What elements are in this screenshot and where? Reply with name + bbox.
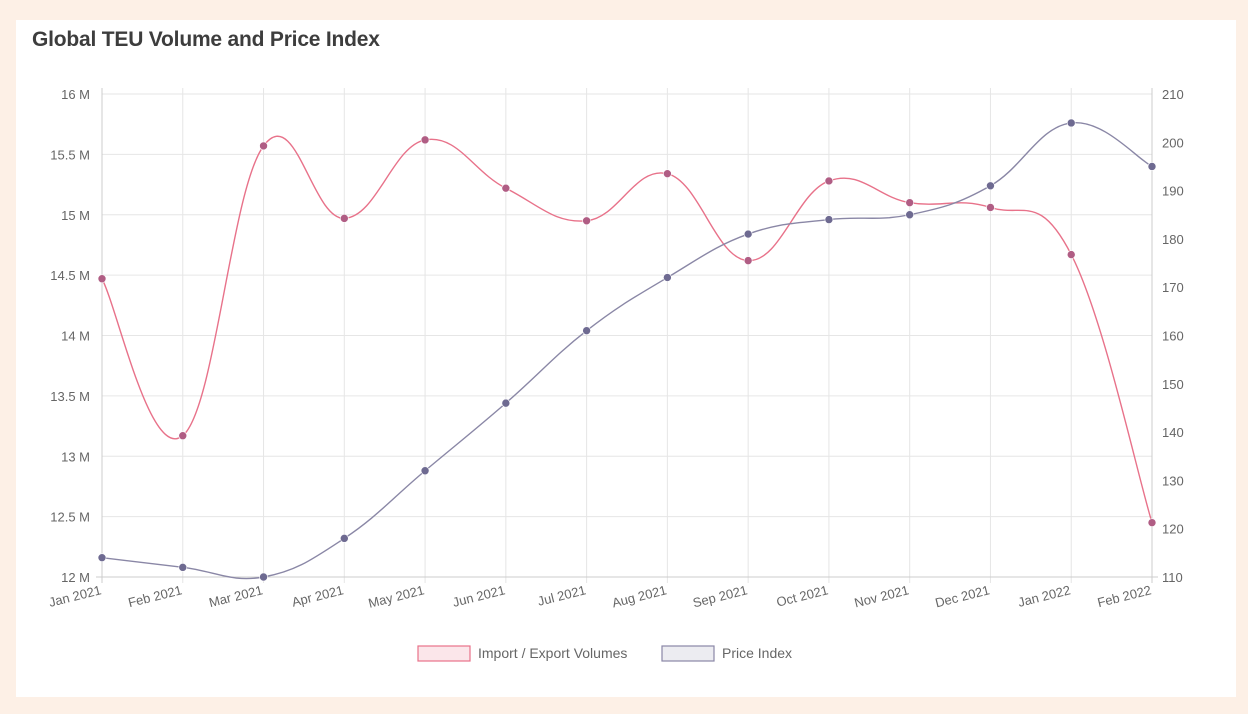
legend-swatch xyxy=(417,645,471,662)
x-tick-label: Apr 2021 xyxy=(290,582,345,609)
data-point xyxy=(178,431,188,441)
data-point xyxy=(905,210,914,220)
data-point xyxy=(663,169,672,178)
x-tick-label: Mar 2021 xyxy=(207,582,264,610)
data-point xyxy=(259,572,268,582)
data-point xyxy=(1147,518,1157,527)
series-line xyxy=(101,122,1153,580)
x-axis-ticks: Jan 2021 Feb 2021 Mar 2021 Apr 2021 May 2021… xyxy=(47,582,1153,610)
y-axis-left-ticks: 12 M 12.5 M 13 M 13.5 M 14 M 14.5 M 15 M 15.5 M… xyxy=(50,87,90,585)
y-right-tick-label: 150 xyxy=(1162,377,1184,392)
x-tick-label: Feb 2022 xyxy=(1096,582,1153,610)
series-import-export-volumes xyxy=(97,135,1157,527)
x-tick-label: Jun 2021 xyxy=(451,582,507,609)
x-tick-label: Jul 2021 xyxy=(536,582,587,608)
legend-label: Import / Export Volumes xyxy=(478,645,627,661)
data-point xyxy=(97,553,107,562)
y-right-tick-label: 120 xyxy=(1162,522,1184,537)
data-point xyxy=(1147,162,1157,171)
data-point xyxy=(986,181,995,191)
x-tick-label: Aug 2021 xyxy=(610,582,668,610)
chart-card: Global TEU Volume and Price Index 12 M 12… xyxy=(16,20,1236,697)
data-point xyxy=(1066,250,1076,259)
data-point xyxy=(1066,118,1076,128)
x-tick-label: Sep 2021 xyxy=(691,582,749,610)
y-right-tick-label: 110 xyxy=(1162,570,1183,585)
data-point xyxy=(178,563,188,572)
data-point xyxy=(501,398,511,408)
grid-lines xyxy=(101,88,1153,583)
y-right-tick-label: 130 xyxy=(1162,473,1184,488)
data-point xyxy=(259,141,268,151)
data-point xyxy=(663,273,672,282)
y-left-tick-label: 15.5 M xyxy=(50,147,90,162)
x-tick-label: Nov 2021 xyxy=(853,582,911,610)
data-point xyxy=(905,198,914,207)
y-left-tick-label: 13.5 M xyxy=(50,389,90,404)
y-left-tick-label: 13 M xyxy=(61,449,90,464)
legend: Import / Export Volumes Price Index xyxy=(417,645,792,662)
y-right-tick-label: 190 xyxy=(1162,184,1184,199)
y-right-tick-label: 180 xyxy=(1162,232,1184,247)
y-left-tick-label: 14.5 M xyxy=(50,268,90,283)
data-point xyxy=(824,176,834,186)
series-price-index xyxy=(97,118,1157,582)
data-point xyxy=(582,326,591,335)
x-tick-label: Oct 2021 xyxy=(775,582,830,609)
y-right-tick-label: 170 xyxy=(1162,280,1184,295)
x-tick-label: May 2021 xyxy=(367,582,426,610)
y-left-tick-label: 16 M xyxy=(61,87,90,102)
y-right-tick-label: 160 xyxy=(1162,329,1184,344)
legend-label: Price Index xyxy=(722,645,792,661)
y-right-tick-label: 200 xyxy=(1162,135,1184,150)
x-tick-label: Jan 2022 xyxy=(1016,582,1072,609)
x-tick-label: Jan 2021 xyxy=(47,582,103,609)
y-left-tick-label: 14 M xyxy=(61,329,90,344)
x-tick-label: Dec 2021 xyxy=(934,582,992,610)
y-right-tick-label: 140 xyxy=(1162,425,1184,440)
data-point xyxy=(420,466,430,476)
legend-swatch xyxy=(661,645,715,662)
y-left-tick-label: 12.5 M xyxy=(50,510,90,525)
data-point xyxy=(582,216,591,226)
y-axis-right-ticks: 110 120 130 140 150 160 170 180 190 200 210 xyxy=(1162,87,1184,585)
data-point xyxy=(986,203,995,212)
chart-title: Global TEU Volume and Price Index xyxy=(32,28,380,51)
series-line xyxy=(101,135,1153,523)
data-point xyxy=(97,274,107,284)
y-right-tick-label: 210 xyxy=(1162,87,1184,102)
chart-canvas: 12 M 12.5 M 13 M 13.5 M 14 M 14.5 M 15 M 15.5 M… xyxy=(47,87,1184,662)
data-point xyxy=(824,215,834,224)
x-tick-label: Feb 2021 xyxy=(127,582,184,610)
data-point xyxy=(340,214,349,223)
data-point xyxy=(420,135,430,145)
y-left-tick-label: 15 M xyxy=(61,208,90,223)
data-point xyxy=(743,229,753,239)
y-left-tick-label: 12 M xyxy=(61,570,90,585)
data-point xyxy=(340,534,349,543)
data-point xyxy=(743,256,753,265)
data-point xyxy=(501,183,511,193)
